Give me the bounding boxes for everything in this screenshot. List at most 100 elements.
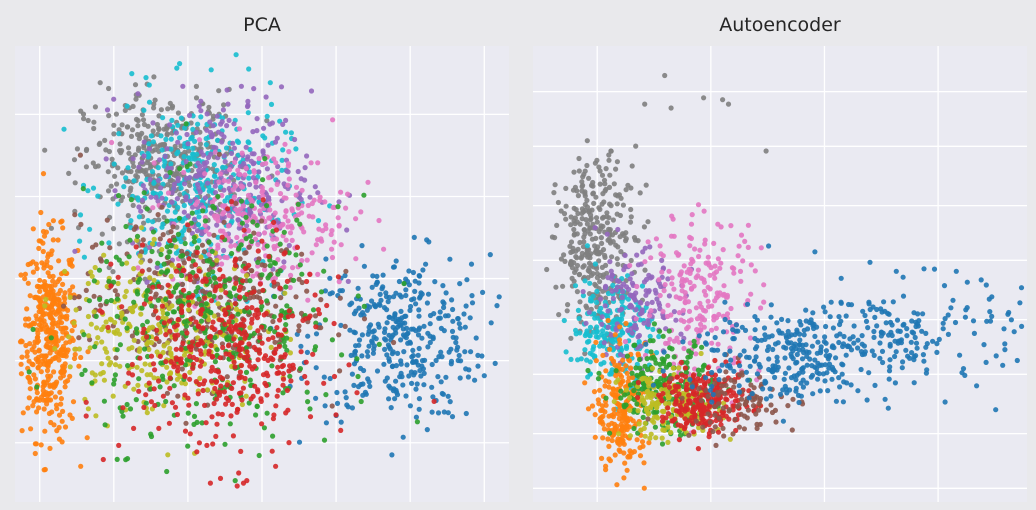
data-point — [408, 326, 414, 332]
data-point — [229, 401, 235, 407]
data-point — [247, 181, 253, 188]
data-point — [207, 291, 213, 298]
data-point — [713, 269, 720, 275]
data-point — [384, 375, 390, 381]
data-point — [185, 307, 192, 313]
data-point — [582, 168, 588, 174]
data-point — [591, 311, 597, 317]
data-point — [302, 373, 308, 380]
data-point — [34, 265, 40, 272]
data-point — [247, 233, 253, 239]
data-point — [575, 246, 581, 252]
data-point — [71, 295, 77, 301]
data-point — [592, 412, 598, 418]
data-point — [67, 364, 73, 370]
data-point — [312, 313, 319, 319]
data-point — [99, 339, 105, 345]
data-point — [137, 253, 143, 259]
data-point — [196, 238, 202, 244]
data-point — [38, 442, 44, 448]
data-point — [48, 296, 54, 302]
data-point — [628, 303, 634, 309]
data-point — [584, 221, 591, 227]
data-point — [359, 332, 365, 338]
data-point — [563, 185, 569, 191]
data-point — [596, 164, 602, 170]
data-point — [187, 175, 193, 181]
data-point — [172, 209, 178, 215]
data-point — [193, 301, 200, 307]
data-point — [24, 353, 30, 359]
data-point — [219, 139, 225, 145]
data-point — [315, 160, 321, 166]
data-point — [275, 387, 281, 393]
data-point — [36, 304, 42, 310]
data-point — [264, 392, 270, 398]
data-point — [282, 290, 288, 296]
data-point — [72, 248, 78, 254]
data-point — [193, 346, 200, 352]
data-point — [599, 201, 605, 207]
data-point — [169, 262, 175, 268]
data-point — [570, 248, 576, 255]
data-point — [51, 422, 57, 428]
data-point — [658, 387, 665, 393]
data-point — [714, 295, 720, 301]
data-point — [399, 374, 405, 380]
data-point — [152, 270, 158, 276]
data-point — [581, 263, 587, 269]
data-point — [610, 295, 617, 302]
data-point — [193, 289, 199, 295]
data-point — [650, 326, 656, 332]
data-point — [210, 269, 216, 275]
data-point — [653, 409, 659, 415]
data-point — [113, 355, 119, 361]
data-point — [695, 267, 702, 273]
data-point — [116, 442, 122, 448]
data-point — [280, 121, 286, 127]
data-point — [389, 452, 395, 458]
data-point — [201, 249, 207, 255]
data-point — [594, 288, 600, 294]
data-point — [140, 117, 147, 123]
data-point — [246, 400, 252, 406]
data-point — [398, 337, 404, 343]
data-point — [433, 357, 439, 364]
data-point — [619, 432, 626, 438]
data-point — [232, 478, 238, 484]
data-point — [89, 273, 95, 279]
data-point — [123, 288, 129, 294]
data-point — [594, 304, 600, 310]
data-point — [53, 335, 59, 341]
data-point — [458, 358, 464, 364]
data-point — [247, 146, 253, 153]
data-point — [150, 361, 157, 367]
data-point — [277, 241, 283, 247]
data-point — [167, 375, 173, 381]
data-point — [576, 155, 582, 162]
data-point — [447, 256, 453, 262]
data-point — [217, 267, 223, 273]
data-point — [653, 360, 659, 366]
data-point — [441, 409, 447, 415]
data-point — [238, 448, 244, 454]
data-point — [189, 210, 195, 216]
data-point — [597, 416, 603, 422]
data-point — [155, 177, 161, 183]
data-point — [159, 246, 165, 253]
data-point — [111, 131, 117, 137]
data-point — [552, 235, 558, 241]
data-point — [205, 154, 212, 161]
data-point — [633, 307, 639, 313]
data-point — [603, 395, 609, 401]
data-point — [298, 176, 304, 182]
data-point — [31, 372, 37, 378]
data-point — [687, 234, 693, 240]
data-point — [172, 404, 179, 410]
data-point — [196, 137, 203, 143]
data-point — [674, 335, 680, 341]
data-point — [221, 247, 227, 254]
data-point — [138, 259, 144, 265]
data-point — [162, 153, 168, 159]
data-point — [343, 395, 349, 401]
